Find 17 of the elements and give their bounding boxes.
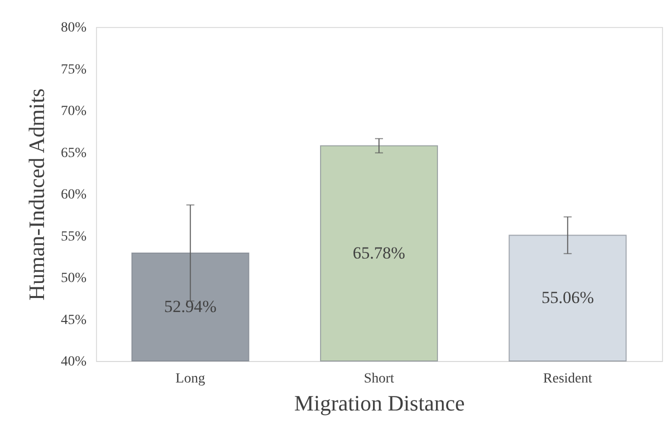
y-tick-label: 40%	[60, 354, 87, 370]
data-label: 52.94%	[164, 296, 217, 316]
data-label: 55.06%	[541, 288, 594, 308]
x-axis-title: Migration Distance	[294, 390, 465, 416]
y-tick-label: 50%	[60, 271, 87, 286]
y-axis-title: Human-Induced Admits	[24, 88, 49, 301]
y-tick-label: 45%	[60, 312, 87, 328]
x-tick-label: Long	[176, 372, 206, 386]
y-tick-label: 60%	[60, 188, 87, 202]
y-tick-label: 75%	[60, 62, 87, 78]
y-tick-label: 70%	[60, 104, 87, 119]
y-tick-label: 55%	[60, 229, 87, 244]
y-tick-label: 65%	[60, 146, 87, 161]
x-tick-label: Resident	[543, 372, 592, 386]
data-label: 65.78%	[352, 243, 406, 262]
y-tick-label: 80%	[60, 20, 87, 36]
x-tick-label: Short	[364, 372, 394, 386]
